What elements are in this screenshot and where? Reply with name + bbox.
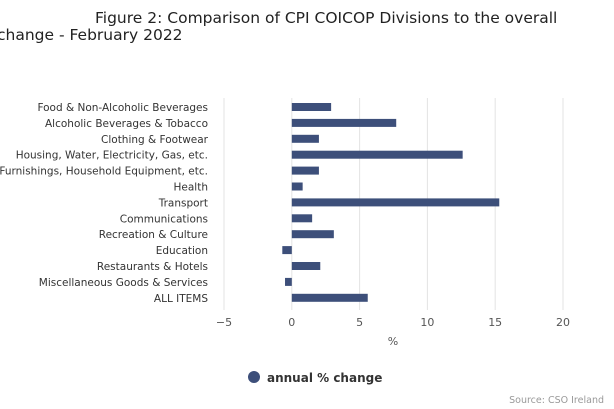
bar[interactable] <box>291 262 321 270</box>
x-tick-label: 15 <box>488 316 502 329</box>
x-tick-label: 5 <box>356 316 363 329</box>
x-tick-labels: −5 0 5 10 15 20 <box>216 316 570 329</box>
x-tick-label: 20 <box>556 316 570 329</box>
x-tick-label: −5 <box>216 316 232 329</box>
bar[interactable] <box>291 150 463 159</box>
legend-entry[interactable]: annual % change <box>267 371 382 385</box>
category-label: Alcoholic Beverages & Tobacco <box>45 118 208 130</box>
bar[interactable] <box>291 166 319 175</box>
category-label: Miscellaneous Goods & Services <box>39 277 208 289</box>
legend[interactable]: annual % change <box>248 371 382 385</box>
category-label: Recreation & Culture <box>99 229 208 241</box>
category-label: Education <box>156 245 208 257</box>
chart-title: Figure 2: Comparison of CPI COICOP Divis… <box>0 9 557 44</box>
category-label: Transport <box>158 197 208 209</box>
bar[interactable] <box>291 293 368 302</box>
category-labels: Food & Non-Alcoholic Beverages Alcoholic … <box>0 102 209 305</box>
credit-text[interactable]: Source: CSO Ireland <box>509 395 604 406</box>
bar[interactable] <box>282 246 292 255</box>
category-label: Health <box>174 182 208 194</box>
bar[interactable] <box>291 198 500 207</box>
category-label: Furnishings, Household Equipment, etc. <box>0 166 208 178</box>
chart-title-line: Figure 2: Comparison of CPI COICOP Divis… <box>95 9 557 27</box>
bar[interactable] <box>291 118 397 127</box>
category-label: ALL ITEMS <box>154 293 208 305</box>
chart-title-line: change - February 2022 <box>0 26 183 44</box>
bars <box>282 103 500 302</box>
bar[interactable] <box>291 103 332 111</box>
bar[interactable] <box>291 182 303 191</box>
bar[interactable] <box>291 230 334 239</box>
category-label: Housing, Water, Electricity, Gas, etc. <box>16 150 208 162</box>
x-axis-label: % <box>388 335 398 348</box>
bar[interactable] <box>291 134 319 143</box>
category-label: Clothing & Footwear <box>101 134 209 146</box>
x-tick-label: 10 <box>420 316 434 329</box>
bar[interactable] <box>285 277 292 286</box>
bar[interactable] <box>291 214 313 223</box>
legend-marker <box>248 371 260 383</box>
category-label: Food & Non-Alcoholic Beverages <box>37 102 208 114</box>
category-label: Communications <box>120 213 208 225</box>
category-label: Restaurants & Hotels <box>97 261 208 273</box>
x-tick-label: 0 <box>288 316 295 329</box>
